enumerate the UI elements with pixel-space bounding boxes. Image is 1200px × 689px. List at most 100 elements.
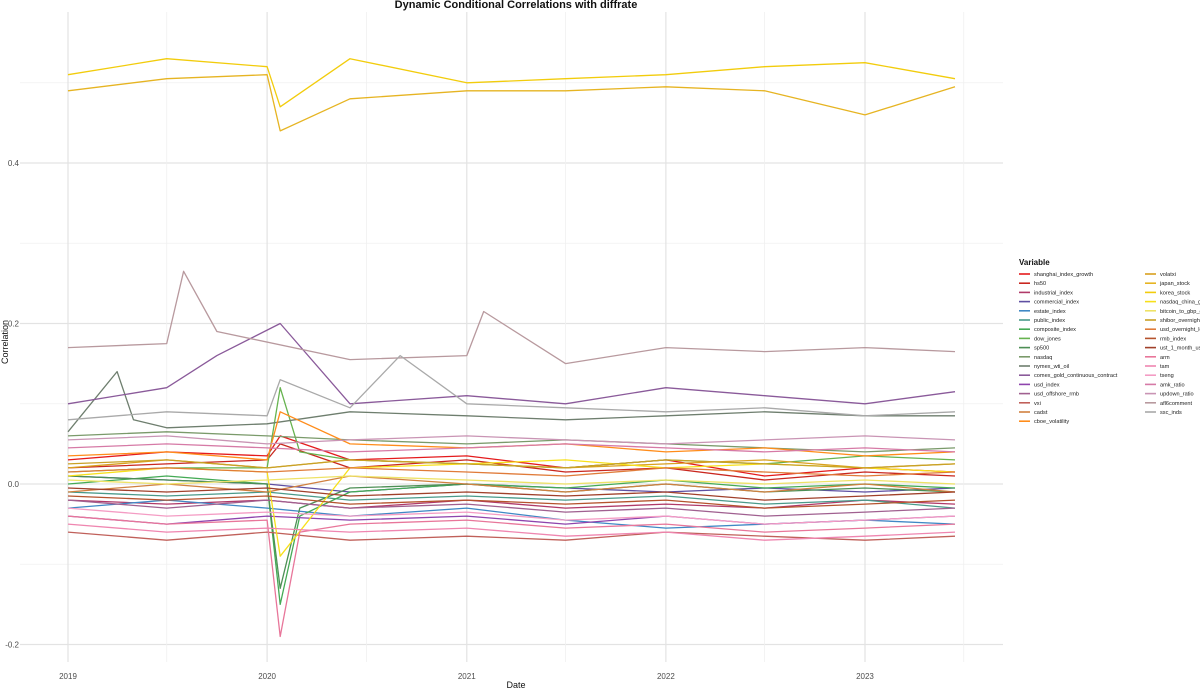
legend-label: cboe_volatility	[1034, 419, 1069, 425]
series-line-afl6comment	[67, 270, 956, 365]
series-line-sp500	[67, 475, 956, 589]
legend-label: hs50	[1034, 281, 1046, 287]
series-line-nymex_wti_oil	[67, 370, 955, 433]
legend-item: sp500	[1019, 346, 1049, 352]
legend-item: ust_1_month_us_bonds	[1145, 346, 1200, 352]
legend-item: hs50	[1019, 281, 1046, 287]
y-tick-label: 0.4	[8, 159, 20, 168]
chart-title: Dynamic Conditional Correlations with di…	[395, 0, 638, 11]
series-line-arm	[67, 515, 956, 638]
x-tick-label: 2022	[657, 672, 675, 681]
series-line-industrial_index	[67, 499, 956, 509]
legend-item: cadst	[1019, 410, 1048, 416]
legend-item: commercial_index	[1019, 300, 1079, 306]
x-tick-label: 2021	[458, 672, 476, 681]
series-line-shibor_overnight	[67, 459, 956, 469]
y-axis-title: Correlation	[0, 320, 10, 364]
legend-item: composite_index	[1019, 327, 1076, 333]
series-line-hs50	[67, 443, 956, 481]
legend-label: public_index	[1034, 318, 1065, 324]
legend-label: tseng	[1160, 373, 1174, 379]
legend-label: ust_1_month_us_bonds	[1160, 346, 1200, 352]
legend-item: afl6comment	[1145, 401, 1192, 407]
legend-item: ssc_inds	[1145, 410, 1182, 416]
series-line-usd_offshore_rmb	[67, 499, 956, 517]
legend-item: cboe_volatility	[1019, 419, 1069, 425]
legend-item: nasdaq	[1019, 355, 1052, 361]
legend-label: usd_overnight_lending	[1160, 327, 1200, 333]
y-tick-label: 0.2	[8, 320, 20, 329]
legend-label: tam	[1160, 364, 1170, 370]
y-tick-label: -0.2	[5, 641, 19, 650]
series-line-ssc_inds	[67, 354, 956, 421]
legend-item: shibor_overnight	[1145, 318, 1200, 324]
series-line-tam	[67, 523, 956, 541]
legend-item: amk_ratio	[1145, 382, 1185, 388]
legend-title: Variable	[1019, 258, 1050, 267]
legend-label: afl6comment	[1160, 401, 1192, 407]
legend-label: cadst	[1034, 410, 1048, 416]
legend-label: shanghai_index_growth	[1034, 272, 1093, 278]
legend-label: nasdaq	[1034, 355, 1052, 361]
legend-label: vxi	[1034, 401, 1041, 407]
series-line-composite_index	[67, 475, 956, 606]
series-line-korea_stock	[67, 58, 956, 108]
legend-item: japan_stock	[1145, 281, 1190, 287]
legend-item: bitcoin_to_gbp_gdax	[1145, 309, 1200, 315]
legend-label: nasdaq_china_golden_dragon	[1160, 300, 1200, 306]
series-line-cadst	[67, 475, 956, 493]
legend-item: dow_jones	[1019, 336, 1061, 342]
legend-label: shibor_overnight	[1160, 318, 1200, 324]
legend-item: volatxi	[1145, 272, 1176, 278]
y-tick-label: 0.0	[8, 480, 20, 489]
legend-item: tseng	[1145, 373, 1174, 379]
legend-item: rmb_index	[1145, 336, 1186, 342]
series-line-usd_overnight_lending	[67, 467, 956, 477]
legend-label: industrial_index	[1034, 290, 1073, 296]
series-line-updown_ratio	[67, 435, 956, 445]
legend-item: usd_index	[1019, 382, 1060, 388]
legend-item: comex_gold_continuous_contract	[1019, 373, 1118, 379]
legend-label: updown_ratio	[1160, 392, 1194, 398]
legend-label: volatxi	[1160, 272, 1176, 278]
legend-label: amk_ratio	[1160, 382, 1185, 388]
x-tick-label: 2019	[59, 672, 77, 681]
legend-item: public_index	[1019, 318, 1065, 324]
legend-item: estate_index	[1019, 309, 1066, 315]
series-line-bitcoin_to_gbp_gdax	[67, 475, 956, 485]
legend-label: commercial_index	[1034, 300, 1079, 306]
legend-item: updown_ratio	[1145, 392, 1194, 398]
series-line-nasdaq	[67, 431, 956, 453]
series-line-rmb_index	[67, 495, 956, 509]
legend-items: shanghai_index_growth hs50 industrial_inde…	[1019, 272, 1200, 425]
legend-label: dow_jones	[1034, 336, 1061, 342]
x-axis-title: Date	[506, 680, 525, 689]
x-tick-label: 2020	[258, 672, 276, 681]
legend-label: korea_stock	[1160, 290, 1190, 296]
series-line-japan_stock	[67, 74, 956, 132]
series-line-ust_1_month_us_bonds	[67, 487, 956, 501]
x-tick-label: 2023	[856, 672, 874, 681]
legend-item: nasdaq_china_golden_dragon	[1145, 300, 1200, 306]
series-line-comex_gold_continuous_contract	[67, 322, 956, 405]
legend-label: usd_offshore_rmb	[1034, 392, 1079, 398]
legend-label: japan_stock	[1159, 281, 1190, 287]
legend-item: arm	[1145, 355, 1170, 361]
y-axis-ticks: -0.2 0.0 0.2 0.4	[5, 159, 19, 650]
legend: Variable shanghai_index_growth hs50 indust…	[1019, 258, 1200, 425]
legend-label: nymex_wti_oil	[1034, 364, 1069, 370]
legend-label: usd_index	[1034, 382, 1060, 388]
series-line-amk_ratio	[67, 443, 956, 453]
legend-item: nymex_wti_oil	[1019, 364, 1069, 370]
legend-label: bitcoin_to_gbp_gdax	[1160, 309, 1200, 315]
legend-item: usd_offshore_rmb	[1019, 392, 1079, 398]
legend-item: shanghai_index_growth	[1019, 272, 1093, 278]
series-layer	[67, 58, 956, 638]
x-axis-ticks: 2019 2020 2021 2022 2023	[59, 672, 874, 681]
legend-item: vxi	[1019, 401, 1041, 407]
legend-label: rmb_index	[1160, 336, 1186, 342]
grid-layer	[20, 12, 1003, 662]
series-line-public_index	[67, 491, 956, 509]
